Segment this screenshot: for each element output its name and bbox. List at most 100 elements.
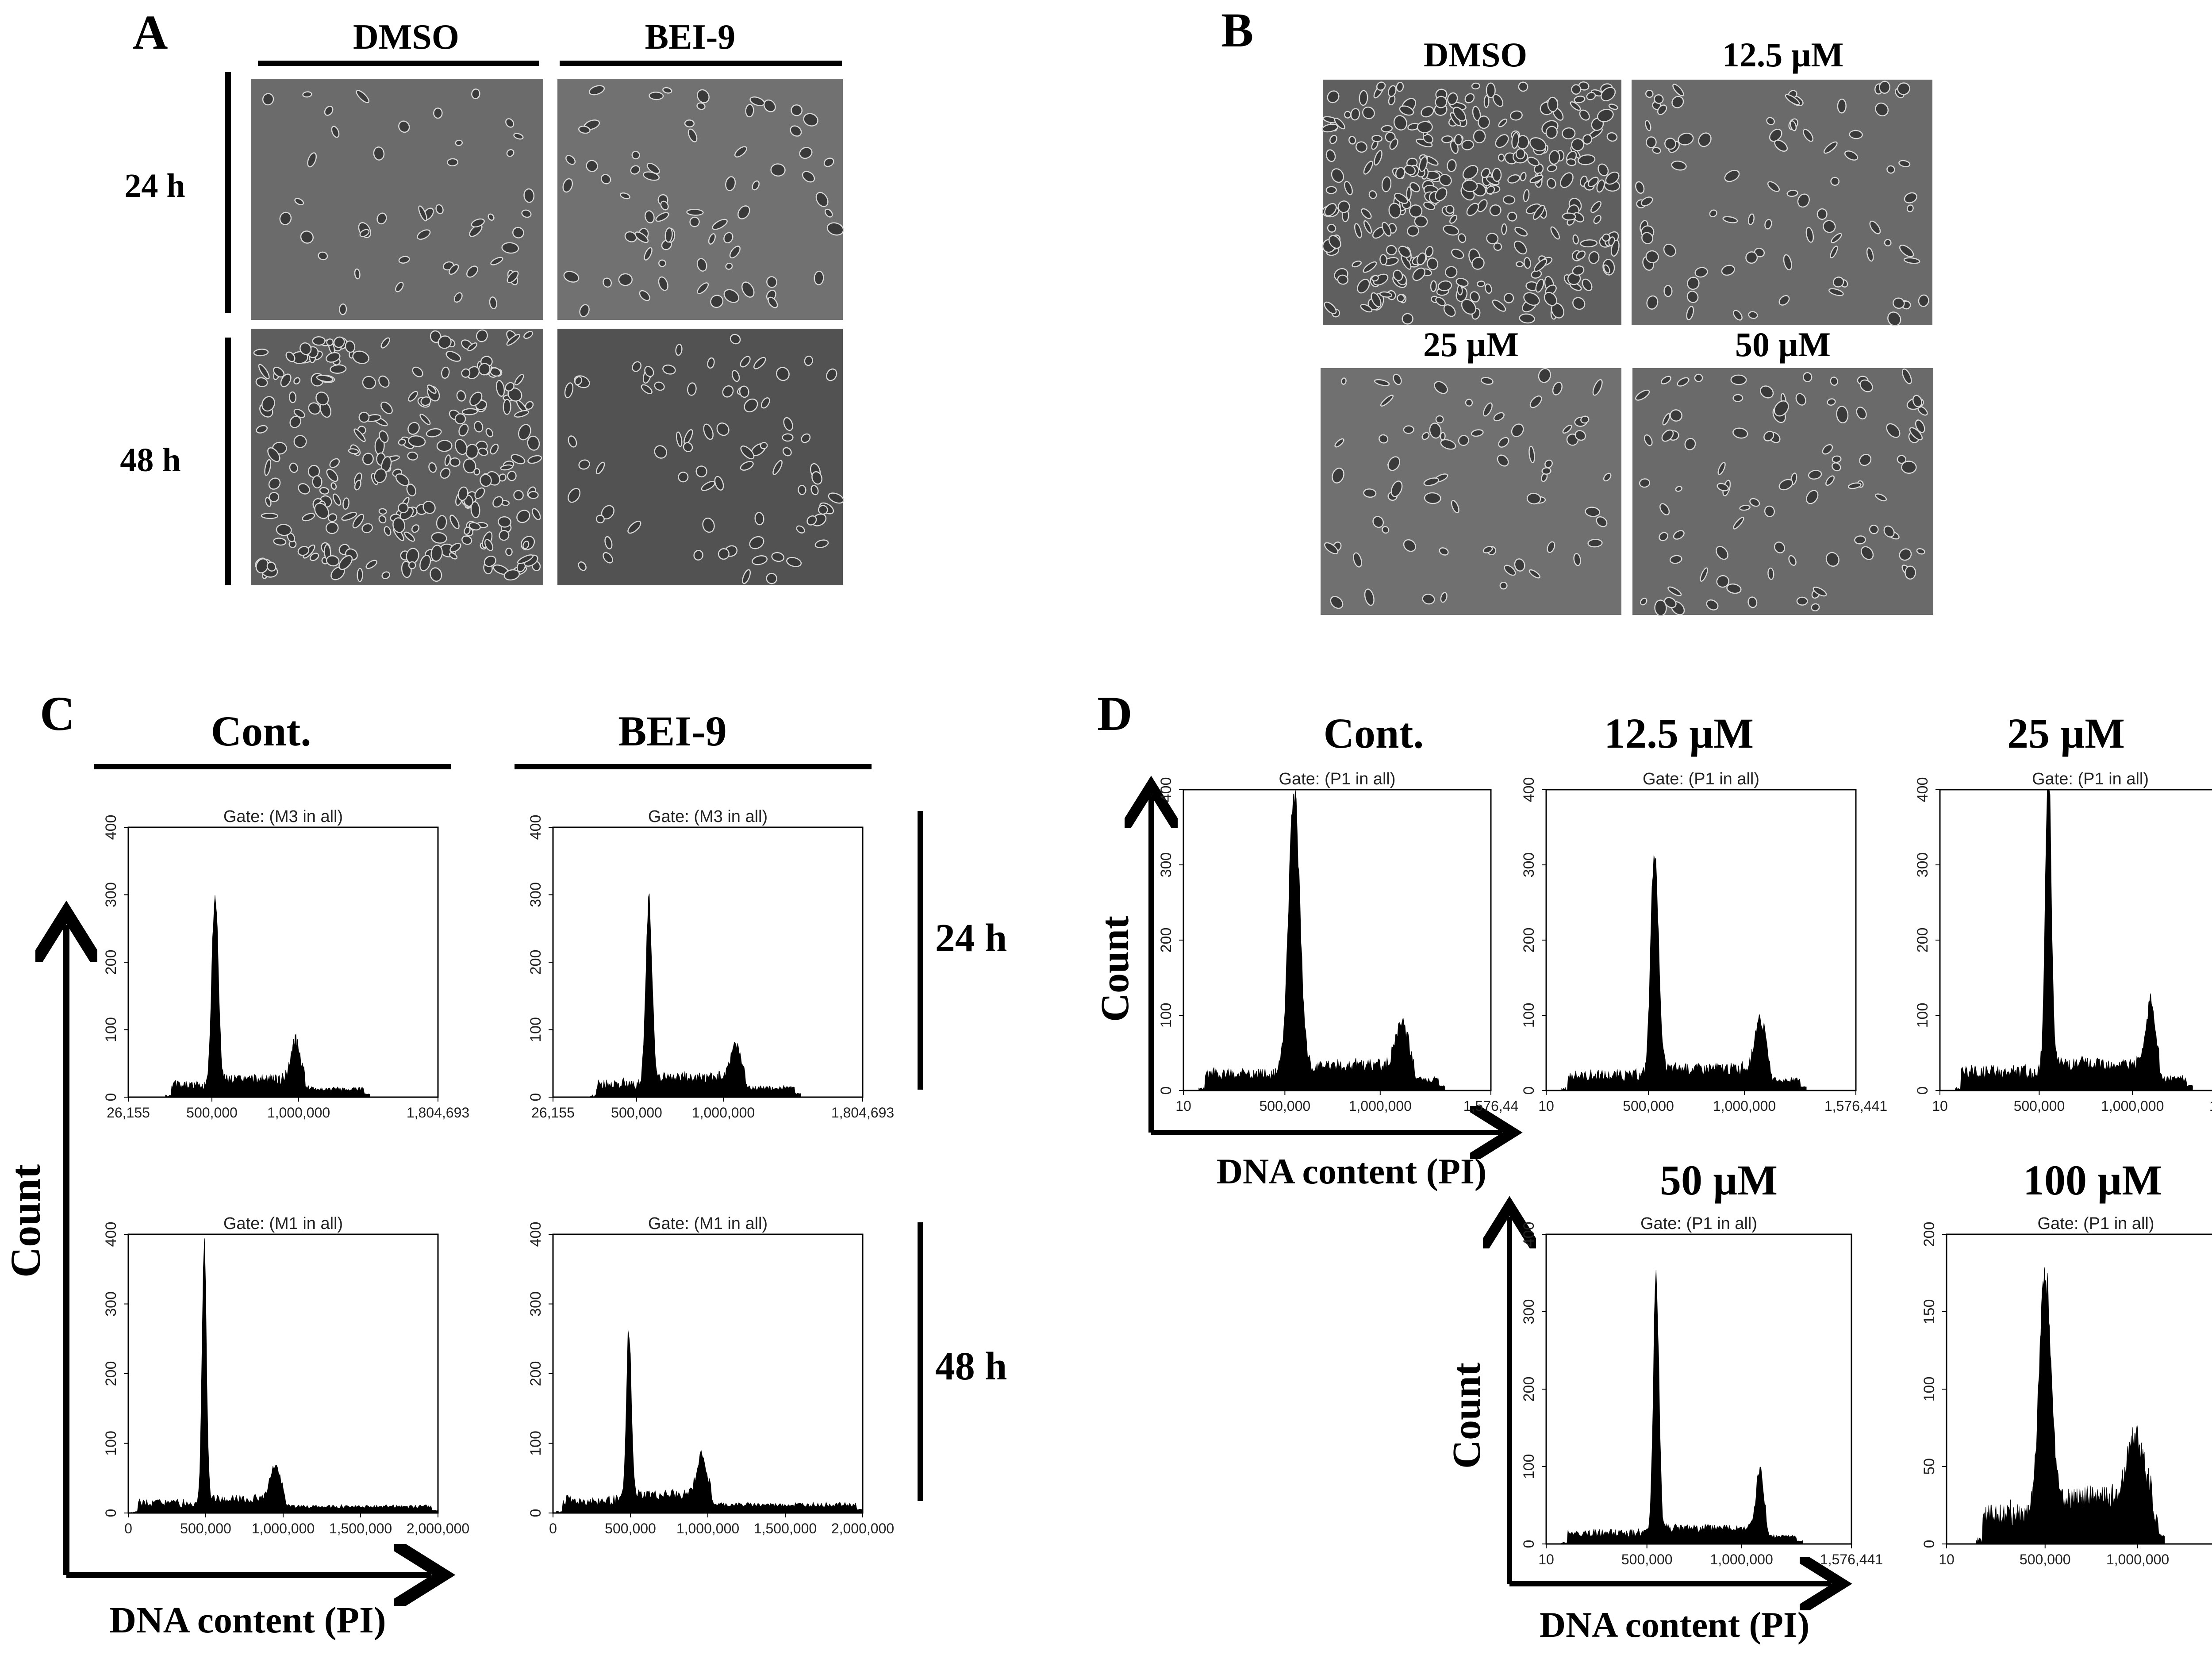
hist-d-12-5um-xtick: 1,000,000 [1713,1098,1776,1114]
panel-d-xlabel-top: DNA content (PI) [1217,1151,1486,1191]
hist-c-bei9-48h-xtick: 2,000,000 [831,1521,894,1536]
hist-c-cont-48h-ytick: 200 [103,1361,119,1386]
hist-d-12-5um-ytick: 400 [1521,777,1537,803]
hist-d-50um-xtick: 10 [1538,1551,1554,1567]
hist-d-50um-xtick: 500,000 [1621,1551,1673,1567]
hist-c-cont-24h-xtick: 500,000 [186,1105,238,1121]
panel-b-label-50um: 50 µM [1735,325,1831,364]
hist-d-100um-ytick: 100 [1921,1377,1938,1402]
panel-c-row-label-48h: 48 h [935,1344,1007,1388]
hist-d-cont: Gate: (P1 in all) 0 100 200 300 400 10 500,000 1… [1158,770,1518,1114]
hist-d-50um-ytick: 200 [1521,1377,1537,1402]
hist-d-cont-frame [1183,789,1492,1091]
panel-b-label-25um: 25 µM [1423,325,1519,364]
hist-c-bei9-48h-bars [556,1330,863,1513]
hist-d-12-5um-xtick: 1,576,441 [1824,1098,1887,1114]
hist-d-100um-ytick: 150 [1921,1299,1938,1325]
micro-b-25um [1321,368,1621,615]
hist-d-25um-xtick: 10 [1932,1098,1948,1114]
hist-d-25um-ytick: 0 [1914,1087,1931,1095]
micro-b-12-5um [1632,80,1932,326]
panel-b-label-dmso: DMSO [1424,35,1527,74]
micro-a-48h-dmso [251,329,543,585]
hist-c-bei9-48h-xtick: 0 [549,1521,557,1536]
hist-c-cont-24h-xtick: 1,804,693 [407,1105,469,1121]
hist-d-12-5um-xtick: 10 [1538,1098,1554,1114]
micro-a-24h-bei9 [557,79,844,320]
micro-a-24h-dmso [251,79,543,320]
hist-d-50um-ytick: 400 [1521,1222,1537,1247]
hist-c-bei9-48h-ytick: 100 [527,1431,544,1456]
hist-d-cont-ytick: 400 [1158,777,1175,803]
hist-c-bei9-24h-gate-label: Gate: (M3 in all) [648,807,768,826]
hist-c-bei9-48h-ytick: 300 [527,1291,544,1317]
panel-d-ylabel-top: Count [1093,916,1137,1022]
panel-c-col-label-cont: Cont. [211,707,311,755]
hist-d-25um-ytick: 200 [1914,928,1931,953]
hist-d-cont-ytick: 100 [1158,1003,1175,1028]
panel-c-col-label-bei9: BEI-9 [618,707,726,755]
panel-d-label-50um: 50 µM [1660,1156,1778,1204]
hist-d-50um-xtick: 1,000,000 [1710,1551,1773,1567]
hist-c-bei9-48h-gate-label: Gate: (M1 in all) [648,1214,768,1233]
panel-a-col-label-dmso: DMSO [353,18,459,57]
hist-d-cont-ytick: 0 [1158,1087,1175,1095]
hist-c-cont-48h-frame [127,1233,439,1514]
hist-c-cont-48h-xtick: 1,500,000 [329,1521,392,1536]
hist-c-bei9-48h-ytick: 200 [527,1361,544,1386]
panel-d-ylabel-bottom: Count [1445,1363,1489,1469]
hist-c-bei9-24h-bars [590,893,801,1098]
hist-d-25um-ytick: 400 [1914,777,1931,803]
hist-d-100um-ytick: 200 [1921,1222,1938,1247]
hist-d-12-5um-gate-label: Gate: (P1 in all) [1643,770,1759,788]
hist-c-cont-24h-ytick: 0 [103,1093,119,1102]
hist-c-cont-48h: Gate: (M1 in all) 0 100 200 300 400 0 500,000 1,… [103,1214,469,1536]
hist-d-50um-gate-label: Gate: (P1 in all) [1640,1214,1757,1233]
hist-c-cont-48h-ytick: 400 [103,1222,119,1247]
hist-d-cont-xtick: 500,000 [1260,1098,1311,1114]
hist-c-cont-48h-gate-label: Gate: (M1 in all) [223,1214,343,1233]
hist-c-bei9-24h-ytick: 0 [527,1093,544,1102]
hist-d-12-5um-ytick: 0 [1521,1087,1537,1095]
hist-c-cont-24h-gate-label: Gate: (M3 in all) [223,807,343,826]
hist-d-25um-frame [1939,789,2212,1091]
hist-d-50um-frame [1545,1233,1852,1545]
hist-c-cont-24h-ytick: 300 [103,882,119,907]
hist-c-cont-48h-bars [131,1238,438,1513]
hist-d-25um: Gate: (P1 in all) 0 100 200 300 400 10 500,000 1… [1914,770,2212,1114]
hist-d-25um-bars [1955,789,2193,1091]
hist-d-12-5um: Gate: (P1 in all) 0 100 200 300 400 10 500,000 1… [1521,770,1887,1114]
panel-c-row-label-24h: 24 h [935,916,1007,960]
hist-c-bei9-24h-ytick: 300 [527,882,544,907]
panel-c-letter: C [40,687,75,741]
panel-a-row-label-48h: 48 h [120,442,180,479]
hist-d-12-5um-ytick: 300 [1521,852,1537,878]
hist-d-100um-ytick: 0 [1921,1540,1938,1548]
panel-d-label-25um: 25 µM [2007,710,2125,757]
hist-d-cont-ytick: 300 [1158,852,1175,878]
hist-d-25um-xtick: 500,000 [2014,1098,2065,1114]
hist-d-cont-ytick: 200 [1158,928,1175,953]
hist-c-bei9-48h-xtick: 500,000 [605,1521,656,1536]
hist-c-bei9-24h-ytick: 400 [527,815,544,840]
hist-d-100um-xtick: 500,000 [2020,1551,2071,1567]
micro-b-50um [1632,368,1933,616]
hist-c-cont-24h-ytick: 400 [103,815,119,840]
hist-c-bei9-48h-ytick: 400 [527,1222,544,1247]
hist-c-bei9-48h-ytick: 0 [527,1509,544,1517]
hist-d-100um-xtick: 10 [1939,1551,1955,1567]
hist-d-12-5um-frame [1545,789,1857,1091]
panel-b-label-12-5um: 12.5 µM [1722,35,1844,74]
panel-d-letter: D [1097,687,1132,741]
micro-b-dmso [1321,80,1621,325]
hist-c-cont-24h-ytick: 100 [103,1017,119,1042]
hist-c-cont-24h-xtick: 1,000,000 [267,1105,330,1121]
hist-d-100um-ytick: 50 [1921,1458,1938,1475]
panel-b-letter: B [1221,3,1253,57]
panel-a-col-label-bei9: BEI-9 [645,18,736,57]
hist-c-bei9-24h-xtick: 1,804,693 [831,1105,894,1121]
panel-c-ylabel: Count [2,1164,49,1278]
hist-d-100um: Gate: (P1 in all) 0 50 100 150 200 10 500,000 1,… [1921,1214,2212,1567]
hist-c-bei9-24h: Gate: (M3 in all) 0 100 200 300 400 26,155 500,… [527,807,894,1121]
panel-a-row-label-24h: 24 h [124,167,185,204]
